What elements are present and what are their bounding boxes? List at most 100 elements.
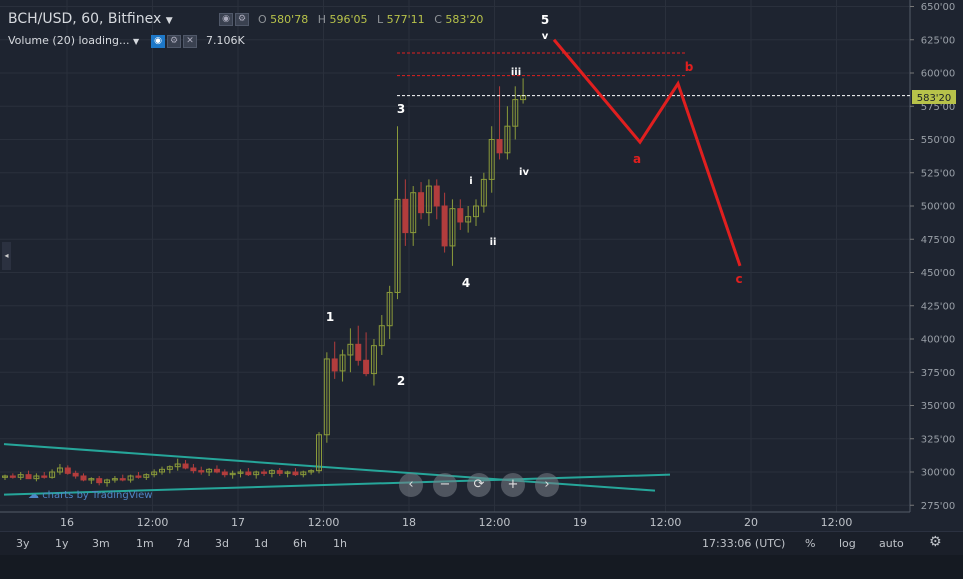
- candle-body: [441, 205, 448, 247]
- percent-scale-toggle[interactable]: %: [805, 537, 816, 550]
- time-tick-label: 19: [573, 516, 587, 529]
- candle-body: [190, 467, 197, 472]
- candle-body: [504, 125, 511, 154]
- eye-icon[interactable]: ◉: [219, 13, 233, 26]
- time-tick-label: 12:00: [308, 516, 340, 529]
- auto-scale-toggle[interactable]: auto: [879, 537, 904, 550]
- candle-body: [370, 345, 377, 375]
- bottom-panel: [0, 555, 963, 579]
- price-tick-label: 450'00: [921, 268, 956, 279]
- wave-label-projection: c: [735, 272, 742, 286]
- price-tick-label: 325'00: [921, 434, 956, 445]
- zoom-out-button[interactable]: −: [433, 473, 457, 497]
- reset-button[interactable]: ⟳: [467, 473, 491, 497]
- range-3d[interactable]: 3d: [215, 537, 229, 550]
- gear-icon[interactable]: ⚙: [235, 13, 249, 26]
- candle-body: [96, 478, 103, 484]
- candlestick-series: [2, 78, 527, 487]
- candle-body: [394, 198, 401, 293]
- candle-body: [9, 475, 16, 478]
- wave-label-major: 1: [326, 310, 334, 324]
- candle-body: [25, 474, 32, 480]
- candle-body: [331, 358, 338, 372]
- range-3m[interactable]: 3m: [92, 537, 110, 550]
- candle-body: [143, 474, 150, 478]
- zoom-in-button[interactable]: +: [501, 473, 525, 497]
- time-tick-label: 18: [402, 516, 416, 529]
- candle-body: [300, 471, 307, 476]
- price-axis: 650'00 625'00 600'00 575'00 550'00 525'00 500'…: [910, 2, 955, 512]
- candle-body: [378, 325, 385, 347]
- price-tick-label: 475'00: [921, 235, 956, 246]
- symbol-text: BCH/USD, 60, Bitfinex: [8, 11, 162, 27]
- candle-body: [56, 467, 63, 473]
- candle-body: [17, 474, 24, 478]
- candle-body: [182, 463, 189, 469]
- wave-label-major: 4: [462, 276, 470, 290]
- candle-body: [418, 192, 425, 214]
- candle-body: [135, 475, 142, 478]
- time-tick-label: 20: [744, 516, 758, 529]
- range-6h[interactable]: 6h: [293, 537, 307, 550]
- candle-body: [198, 470, 205, 473]
- wave-label-major: 2: [397, 374, 405, 388]
- scroll-left-button[interactable]: ‹: [399, 473, 423, 497]
- range-1d[interactable]: 1d: [254, 537, 268, 550]
- range-7d[interactable]: 7d: [176, 537, 190, 550]
- chevron-down-icon[interactable]: ▼: [133, 37, 140, 46]
- candle-body: [253, 471, 260, 476]
- chart-grid: [0, 0, 911, 513]
- candle-body: [159, 468, 165, 473]
- candle-body: [292, 471, 299, 476]
- close-icon[interactable]: ✕: [183, 35, 197, 48]
- log-scale-toggle[interactable]: log: [839, 537, 856, 550]
- range-1y[interactable]: 1y: [55, 537, 69, 550]
- candle-body: [488, 139, 495, 180]
- current-price-marker: 583'20: [912, 90, 956, 104]
- price-tick-label: 400'00: [921, 335, 956, 346]
- chevron-down-icon[interactable]: ▼: [165, 16, 173, 26]
- price-tick-label: 375'00: [921, 368, 956, 379]
- candle-body: [410, 192, 417, 234]
- candle-body: [88, 478, 95, 481]
- price-tick-label: 300'00: [921, 468, 956, 479]
- current-price-label: 583'20: [917, 93, 952, 104]
- volume-indicator[interactable]: Volume (20) loading... ▼: [8, 34, 139, 47]
- time-tick-label: 12:00: [479, 516, 511, 529]
- wave-label-minor: iv: [519, 167, 529, 178]
- wave-label-minor: v: [542, 31, 549, 42]
- wave-label-projection: b: [685, 60, 694, 74]
- symbol-title[interactable]: BCH/USD, 60, Bitfinex ▼: [8, 11, 173, 27]
- low-value: 577'11: [386, 13, 425, 26]
- eye-icon[interactable]: ◉: [151, 35, 165, 48]
- price-tick-label: 650'00: [921, 2, 956, 13]
- candle-body: [111, 478, 118, 481]
- candle-body: [465, 216, 472, 223]
- wave-label-major: 5: [541, 13, 549, 27]
- price-chart[interactable]: 650'00 625'00 600'00 575'00 550'00 525'00 500'…: [0, 0, 963, 531]
- candle-body: [339, 354, 346, 372]
- range-toolbar: 3y 1y 3m 1m 7d 3d 1d 6h 1h 17:33:06 (UTC…: [0, 531, 963, 555]
- range-1h[interactable]: 1h: [333, 537, 347, 550]
- candle-body: [316, 434, 322, 472]
- utc-clock[interactable]: 17:33:06 (UTC): [702, 537, 786, 550]
- candle-body: [355, 343, 362, 361]
- candle-body: [127, 475, 134, 481]
- range-1m[interactable]: 1m: [136, 537, 154, 550]
- close-value: 583'20: [445, 13, 484, 26]
- candle-body: [347, 343, 354, 356]
- tradingview-watermark[interactable]: ☁ charts by TradingView: [28, 488, 152, 501]
- gear-icon[interactable]: ⚙: [929, 534, 942, 550]
- volume-label: Volume (20) loading...: [8, 34, 130, 47]
- candle-body: [229, 472, 236, 476]
- price-tick-label: 600'00: [921, 69, 956, 80]
- candle-body: [425, 185, 432, 214]
- time-axis: 16 12:00 17 12:00 18 12:00 19 12:00 20 12:00: [60, 516, 852, 529]
- range-3y[interactable]: 3y: [16, 537, 30, 550]
- scroll-right-button[interactable]: ›: [535, 473, 559, 497]
- gear-icon[interactable]: ⚙: [167, 35, 181, 48]
- collapse-arrow-icon[interactable]: ◂: [2, 242, 11, 270]
- cloud-icon: ☁: [28, 488, 39, 501]
